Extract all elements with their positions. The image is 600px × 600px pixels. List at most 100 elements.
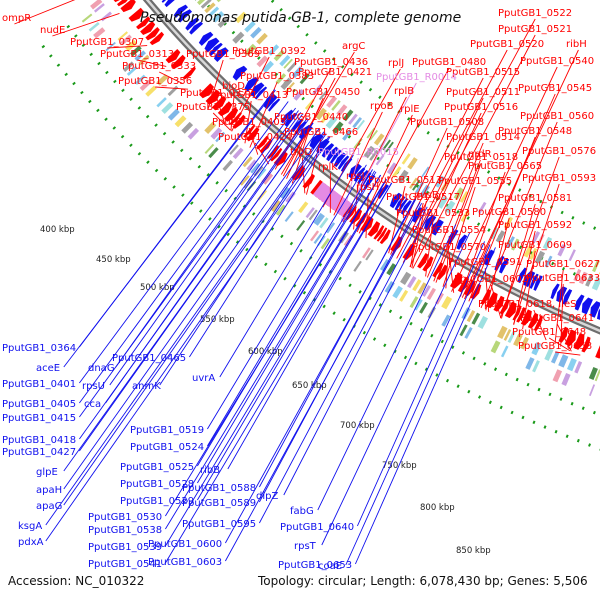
red-gene-label: ribH [566,39,587,50]
red-gene-label: PputGB1_0333 [122,61,196,72]
cog-category-block [523,245,533,258]
cog-category-block [161,102,174,114]
red-label-connector [358,67,450,234]
cog-category-block [256,32,268,45]
red-label-connector [244,100,252,144]
reverse-gene-arrow [198,31,214,46]
cog-category-block [477,201,487,214]
cog-category-block [352,116,363,129]
forward-gene-arrow [205,89,221,105]
cog-category-block [397,169,409,183]
cog-category-block [531,342,542,356]
cog-category-block [273,49,285,62]
red-gene-label: rplK [318,162,338,173]
red-gene-label: PputGB1_0516 [444,102,518,113]
forward-gene-arrow [223,107,239,122]
cog-category-block [212,11,225,23]
reverse-gene-arrow [321,143,335,158]
cog-category-block [495,230,506,243]
blue-label-connector [45,135,330,542]
blue-label-connector [259,206,428,524]
forward-gene-arrow [113,0,120,3]
blue-gene-label: dnaG [88,363,115,374]
red-gene-label: PputGB1_0648 [512,327,586,338]
blue-label-connector [63,127,320,490]
cog-category-block [585,274,594,287]
cog-category-block [279,186,292,200]
cog-category-block [90,0,103,10]
red-gene-label: PputGB1_0581 [498,193,572,204]
red-gene-label: PputGB1_0508 [410,117,484,128]
cog-category-block [441,314,451,327]
cog-category-block [275,204,286,216]
blue-gene-label: PputGB1_0588 [182,483,256,494]
blue-gene-label: apaH [36,485,62,496]
forward-gene-arrow [417,253,429,269]
cog-category-block [194,0,197,1]
cog-category-block [331,100,341,111]
cog-category-block [326,222,336,234]
red-gene-label: PputGB1_0466 [284,127,358,138]
reverse-gene-arrow [581,297,593,315]
red-label-connector [484,267,490,312]
red-label-connector [560,283,564,347]
red-gene-label: rplB [394,86,414,97]
cog-category-block [392,166,402,178]
cog-category-block [138,54,150,66]
cog-category-block [419,301,428,314]
cog-category-block [348,113,358,125]
forward-gene-arrow [432,262,443,278]
blue-gene-label: dipZ [256,491,278,502]
forward-gene-arrow [373,225,385,240]
blue-gene-label: rpsT [294,541,317,552]
cog-category-block [369,149,379,161]
cog-category-block [215,131,226,143]
reverse-gene-arrow [204,37,220,53]
red-label-connector [412,34,536,269]
red-label-connector [248,127,259,155]
cog-category-block [400,271,412,285]
reverse-gene-arrow [596,308,600,320]
cog-category-block [407,275,417,289]
cog-category-block [573,269,582,282]
red-gene-label: PputGB1_0383 [240,71,314,82]
blue-label-connector [79,101,289,384]
red-label-connector [442,186,476,287]
cog-category-block [459,191,469,203]
blue-gene-label: PputGB1_0538 [88,525,162,536]
red-gene-label: PputGB1_0580 [472,207,546,218]
forward-gene-arrow [267,145,280,159]
blue-gene-label: PputGB1_0653 [278,560,352,571]
red-label-connector [396,49,508,259]
cog-category-block [503,329,512,341]
cog-category-block [353,260,362,272]
forward-gene-arrow [136,16,151,30]
forward-gene-arrow [379,229,391,245]
forward-gene-arrow [516,307,526,323]
red-label-connector [14,0,76,25]
cog-category-block [93,27,106,39]
red-label-connector [425,218,434,277]
genome-backbone-highlight [145,0,600,333]
blue-gene-label: PputGB1_0529 [120,496,194,507]
cog-category-block [130,45,142,57]
cog-category-block [298,201,309,214]
blue-gene-label: uvrA [192,373,215,384]
cog-category-block [409,296,419,309]
blue-gene-label: PputGB1_0427 [2,447,76,458]
red-label-connector [512,183,560,325]
blue-label-connector [345,244,491,566]
cog-category-block [200,0,212,9]
forward-gene-arrow [120,0,136,13]
blue-gene-label: PputGB1_0600 [148,539,222,550]
cog-category-block [232,31,245,44]
cog-category-block [312,84,322,95]
cog-category-block [134,50,146,62]
cog-category-block [232,147,244,160]
cog-category-block [313,232,323,244]
cog-category-block [256,55,269,68]
cog-category-block [464,326,473,339]
blue-gene-label: ksgA [18,521,42,532]
blue-label-connector [197,174,382,484]
cog-category-block [401,153,411,165]
